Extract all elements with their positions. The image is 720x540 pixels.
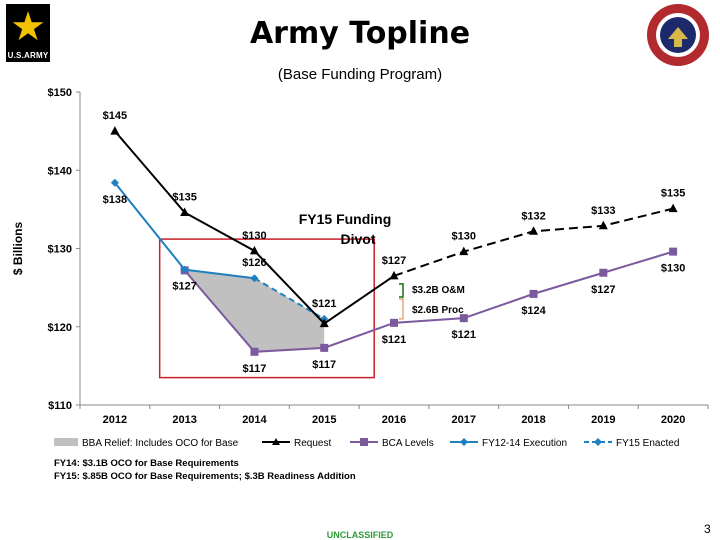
om-annotation: $3.2B O&M (412, 285, 465, 296)
request-marker (180, 207, 190, 217)
bca-marker (459, 314, 468, 323)
data-label: $117 (243, 363, 267, 375)
x-tick-label: 2013 (172, 414, 196, 426)
data-label: $130 (661, 263, 685, 275)
data-label: $132 (521, 210, 545, 222)
data-label: $127 (382, 255, 406, 267)
divot-label-line1: FY15 Funding (299, 211, 392, 227)
data-label: $127 (591, 284, 615, 296)
proc-bracket (399, 298, 404, 320)
series-enacted-line (253, 277, 325, 320)
us-army-logo: ★ U.S.ARMY (6, 4, 50, 62)
bca-marker (320, 343, 329, 352)
legend-relief-label: BBA Relief: Includes OCO for Base (82, 438, 239, 449)
legend-execution-label: FY12-14 Execution (482, 438, 567, 449)
bca-marker (599, 268, 608, 277)
data-label: $145 (103, 110, 127, 122)
x-tick-label: 2020 (661, 414, 685, 426)
page-title: Army Topline (249, 16, 471, 51)
page-number: 3 (704, 522, 711, 536)
data-label: $130 (452, 231, 476, 243)
x-tick-label: 2014 (242, 414, 267, 426)
execution-marker (110, 178, 119, 187)
series-bca-line (183, 250, 674, 353)
execution-marker (180, 265, 189, 274)
data-label: $121 (312, 298, 336, 310)
star-icon: ★ (10, 4, 46, 50)
y-tick-label: $110 (48, 400, 72, 412)
legend-enacted-label: FY15 Enacted (616, 438, 679, 449)
y-axis-label: $ Billions (11, 222, 25, 276)
y-tick-label: $130 (48, 244, 72, 256)
x-tick-label: 2017 (452, 414, 476, 426)
y-tick-label: $120 (48, 322, 72, 334)
x-tick-label: 2019 (591, 414, 615, 426)
x-tick-label: 2016 (382, 414, 406, 426)
request-marker (529, 226, 539, 235)
data-label: $121 (452, 329, 476, 341)
request-marker (319, 318, 329, 328)
legend-relief-swatch (54, 438, 78, 446)
data-label: $138 (103, 194, 127, 206)
data-label: $124 (521, 305, 546, 317)
data-label: $133 (591, 205, 615, 217)
data-label: $117 (312, 359, 336, 371)
x-tick-label: 2012 (103, 414, 127, 426)
bca-marker (669, 247, 678, 256)
request-marker (459, 246, 469, 256)
request-marker (249, 245, 259, 255)
data-label: $135 (172, 192, 196, 204)
data-label: $126 (242, 257, 266, 269)
logo-text: U.S.ARMY (7, 51, 49, 60)
bba-relief-area (184, 269, 325, 352)
request-marker (598, 220, 608, 230)
request-marker (668, 203, 678, 213)
funding-divot-box (158, 238, 375, 379)
legend-request-label: Request (294, 438, 331, 449)
request-marker (389, 270, 399, 280)
request-marker (110, 126, 120, 135)
footnote-fy14: FY14: $3.1B OCO for Base Requirements (54, 458, 239, 469)
x-tick-label: 2015 (312, 414, 336, 426)
om-bracket (399, 283, 404, 298)
footnote-fy15: FY15: $.85B OCO for Base Requirements; $… (54, 471, 356, 482)
classification-marking: UNCLASSIFIED (326, 530, 394, 540)
y-tick-label: $140 (48, 165, 72, 177)
page-subtitle: (Base Funding Program) (277, 66, 443, 83)
data-label: $135 (661, 188, 685, 200)
data-label: $121 (382, 334, 406, 346)
divot-label-line2: Divot (341, 231, 376, 247)
legend-execution-marker (460, 438, 468, 446)
bca-marker (529, 289, 538, 298)
legend-bca-label: BCA Levels (382, 438, 434, 449)
y-tick-label: $150 (48, 87, 72, 99)
proc-annotation: $2.6B Proc (412, 305, 464, 316)
legend-bca-marker (360, 438, 368, 446)
bca-marker (250, 347, 259, 356)
data-label: $127 (172, 281, 196, 293)
legend-enacted-marker (594, 438, 602, 446)
army-seal (647, 4, 709, 66)
legend-request-marker (272, 438, 280, 445)
data-label: $130 (242, 230, 266, 242)
bca-marker (390, 318, 398, 327)
x-tick-label: 2018 (521, 414, 545, 426)
